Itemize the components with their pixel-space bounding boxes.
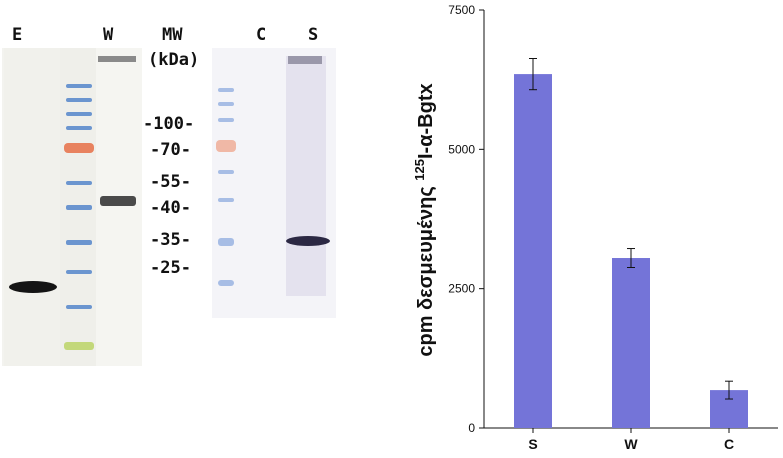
ladder-band — [66, 181, 92, 185]
ladder-band — [66, 270, 92, 274]
ladder-band — [66, 205, 92, 210]
lane-label-s: S — [308, 25, 319, 45]
mw-marker-label: -25- — [150, 258, 191, 278]
y-axis-label-text-2: I-α-Bgtx — [415, 83, 437, 159]
lane-label-c: C — [256, 25, 267, 45]
lane-e-bg — [4, 48, 60, 366]
lane-s-top-band — [288, 56, 322, 64]
lane-w-top-band — [98, 56, 136, 62]
western-blot-image — [2, 48, 336, 366]
ladder-band-green — [64, 342, 94, 350]
ladder-band — [66, 98, 92, 102]
chart-plot-area: 0 2500 5000 7500 S W C — [448, 3, 778, 452]
mw-marker-label: -55- — [150, 172, 191, 192]
mw-marker-label: -100- — [143, 114, 195, 134]
x-tick-label-c: C — [724, 436, 734, 452]
lane-e-band — [9, 281, 57, 293]
bar-s — [514, 74, 552, 429]
y-tick-label: 7500 — [448, 3, 475, 17]
lane-s-band — [286, 236, 330, 246]
bar-w — [612, 258, 650, 428]
ladder-band — [218, 88, 234, 92]
ladder-band — [218, 118, 234, 122]
y-axis-label: cpm δεσμευμένης 125I-α-Bgtx — [412, 83, 437, 356]
ladder-band — [218, 102, 234, 106]
ladder-band — [218, 238, 234, 246]
x-tick-label-s: S — [528, 436, 537, 452]
ladder-band — [66, 112, 92, 116]
y-tick-label: 2500 — [448, 282, 475, 296]
ladder-band — [66, 84, 92, 88]
y-tick-label: 0 — [468, 421, 475, 435]
x-tick-label-w: W — [624, 436, 638, 452]
lane-label-w: W — [103, 25, 114, 45]
ladder-band — [66, 126, 92, 130]
ladder-band — [218, 170, 234, 174]
bar-chart: cpm δεσμευμένης 125I-α-Bgtx 0 2500 5000 750… — [412, 3, 778, 452]
y-axis-label-superscript: 125 — [412, 159, 427, 181]
ladder-band — [218, 280, 234, 286]
ladder-band-red — [216, 140, 236, 152]
lane-w-band — [100, 196, 136, 206]
lane-s-smear — [286, 56, 326, 296]
ladder-band-red — [64, 143, 94, 153]
mw-marker-label: -40- — [150, 198, 191, 218]
ladder-band — [66, 305, 92, 309]
mw-marker-label: -35- — [150, 230, 191, 250]
lane-w-bg — [96, 48, 142, 366]
lane-label-mw: MW — [162, 25, 183, 45]
mw-marker-label: -70- — [150, 140, 191, 160]
y-tick-label: 5000 — [448, 142, 475, 156]
ladder-band — [66, 240, 92, 245]
y-axis-label-text: cpm δεσμευμένης — [415, 181, 437, 357]
mw-unit-label: (kDa) — [148, 50, 200, 70]
lane-label-e: E — [12, 25, 23, 45]
ladder-band — [218, 198, 234, 202]
